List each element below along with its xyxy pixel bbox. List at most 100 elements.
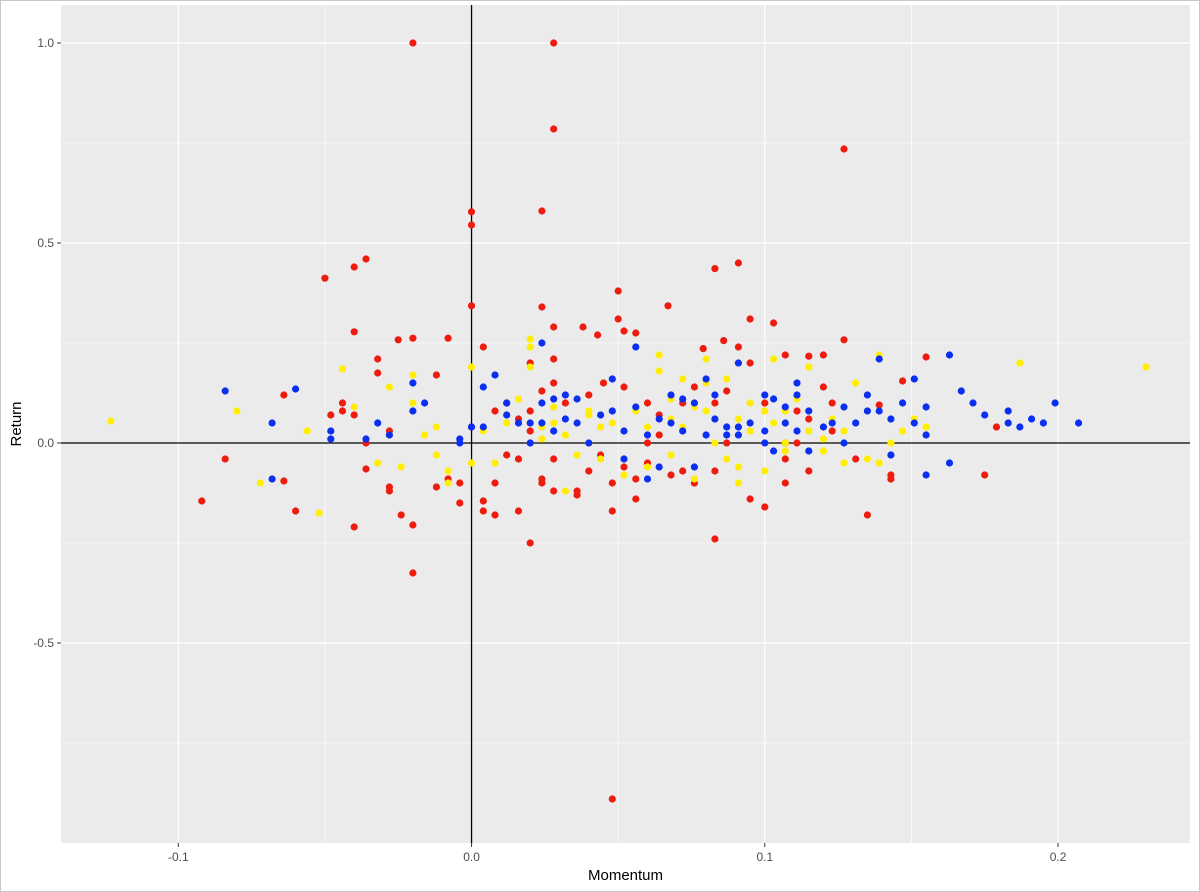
- data-point: [690, 475, 699, 483]
- data-point: [679, 427, 687, 435]
- data-point: [597, 411, 605, 419]
- data-point: [614, 315, 622, 323]
- data-point: [444, 467, 452, 475]
- data-point: [280, 477, 288, 485]
- data-point: [922, 431, 930, 439]
- data-point: [608, 795, 616, 803]
- data-point: [526, 427, 534, 435]
- data-point: [338, 365, 347, 373]
- data-point: [770, 319, 778, 327]
- data-point: [969, 399, 977, 407]
- data-point: [467, 423, 476, 431]
- data-point: [573, 451, 581, 459]
- data-point: [467, 459, 476, 467]
- data-point: [350, 263, 358, 271]
- data-point: [1004, 419, 1012, 427]
- data-point: [655, 367, 663, 375]
- data-point: [819, 435, 828, 443]
- data-point: [550, 487, 558, 495]
- data-point: [385, 487, 393, 495]
- data-point: [781, 455, 789, 463]
- data-point: [922, 403, 930, 411]
- data-point: [863, 407, 872, 415]
- y-tick-label: -0.5: [33, 636, 54, 650]
- data-point: [887, 415, 895, 423]
- data-point: [992, 423, 1001, 431]
- plot-panel: [61, 5, 1190, 843]
- data-point: [632, 403, 640, 411]
- data-point: [793, 379, 801, 387]
- data-point: [385, 431, 393, 439]
- data-point: [711, 415, 719, 423]
- data-point: [1075, 419, 1083, 427]
- data-point: [550, 419, 558, 427]
- data-point: [805, 352, 813, 360]
- data-point: [761, 467, 769, 475]
- data-point: [432, 483, 440, 491]
- data-point: [374, 355, 382, 363]
- data-point: [503, 419, 511, 427]
- data-point: [280, 391, 288, 399]
- data-point: [723, 455, 731, 463]
- data-point: [479, 497, 487, 505]
- data-point: [538, 387, 546, 395]
- data-point: [734, 463, 743, 471]
- data-point: [899, 399, 907, 407]
- data-point: [585, 407, 593, 415]
- x-tick-label: 0.2: [1050, 850, 1067, 864]
- data-point: [561, 431, 570, 439]
- data-point: [503, 451, 511, 459]
- data-point: [632, 495, 640, 503]
- data-point: [315, 509, 323, 517]
- data-point: [655, 463, 663, 471]
- data-point: [421, 431, 429, 439]
- data-point: [981, 411, 989, 419]
- data-point: [679, 395, 687, 403]
- data-point: [734, 479, 743, 487]
- data-point: [875, 401, 883, 409]
- data-point: [957, 387, 965, 395]
- data-point: [503, 411, 511, 419]
- data-point: [491, 407, 499, 415]
- data-point: [805, 447, 813, 455]
- data-point: [526, 343, 534, 351]
- data-point: [1016, 423, 1024, 431]
- data-point: [620, 427, 628, 435]
- data-point: [491, 511, 499, 519]
- data-point: [608, 419, 616, 427]
- data-point: [550, 355, 558, 363]
- data-point: [840, 145, 848, 153]
- data-point: [561, 399, 570, 407]
- data-point: [922, 423, 930, 431]
- data-point: [268, 419, 276, 427]
- data-point: [702, 375, 710, 383]
- data-point: [828, 427, 836, 435]
- data-point: [734, 423, 743, 431]
- data-point: [268, 475, 276, 483]
- data-point: [734, 343, 743, 351]
- data-point: [746, 427, 754, 435]
- data-point: [538, 207, 546, 215]
- data-point: [614, 287, 622, 295]
- data-point: [746, 359, 754, 367]
- data-point: [734, 259, 743, 267]
- data-point: [538, 419, 546, 427]
- data-point: [599, 379, 608, 387]
- data-point: [643, 423, 652, 431]
- data-point: [538, 303, 546, 311]
- x-tick-label: 0.0: [463, 850, 480, 864]
- data-point: [303, 427, 311, 435]
- data-point: [550, 323, 558, 331]
- data-point: [761, 427, 769, 435]
- data-point: [1004, 407, 1012, 415]
- data-point: [597, 455, 605, 463]
- data-point: [632, 329, 640, 337]
- data-point: [690, 399, 699, 407]
- data-point: [723, 439, 731, 447]
- data-point: [643, 399, 652, 407]
- data-point: [432, 371, 440, 379]
- data-point: [770, 355, 778, 363]
- data-point: [561, 487, 570, 495]
- data-point: [620, 327, 628, 335]
- data-point: [840, 403, 848, 411]
